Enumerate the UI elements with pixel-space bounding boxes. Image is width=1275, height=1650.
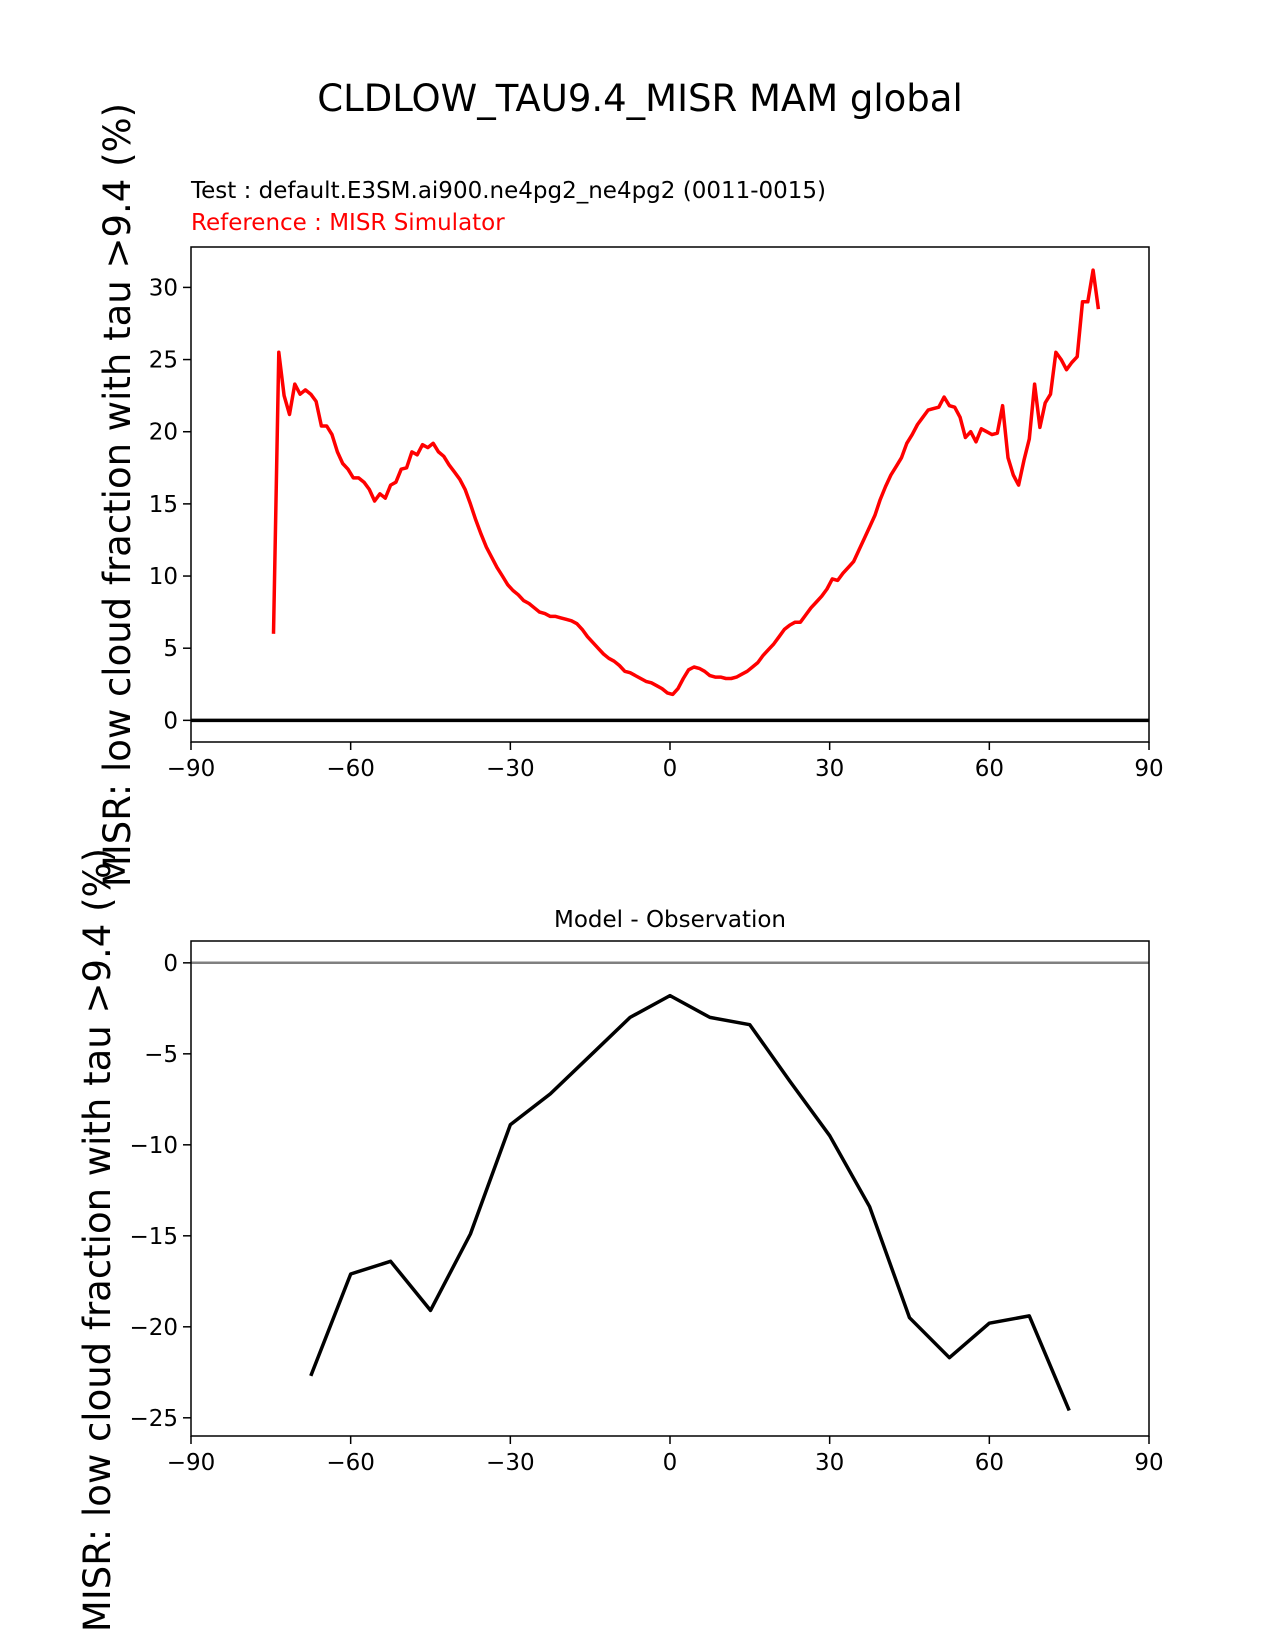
top-ticks: −90 −60 −30 0 30 60 90 0 5 10 15 20 25 30 <box>149 275 1164 782</box>
top-x-tick-label: 0 <box>663 756 678 782</box>
top-y-axis-label: MISR: low cloud fraction with tau >9.4 (… <box>96 103 139 887</box>
top-y-tick-label: 15 <box>149 492 178 518</box>
top-y-tick-label: 5 <box>163 636 178 662</box>
top-series-line <box>271 268 1101 697</box>
top-x-tick-label: 90 <box>1134 756 1163 782</box>
top-x-tick-label: −90 <box>167 756 216 782</box>
bottom-x-tick-label: 0 <box>663 1450 678 1476</box>
top-x-tick-label: −60 <box>326 756 375 782</box>
top-y-tick-label: 30 <box>149 275 178 301</box>
top-y-tick-label: 0 <box>163 708 178 734</box>
top-plot-area <box>191 268 1149 723</box>
top-x-tick-label: 30 <box>815 756 844 782</box>
bottom-y-tick-label: −25 <box>129 1406 178 1432</box>
bottom-y-tick-label: −15 <box>129 1224 178 1250</box>
bottom-ticks: −90 −60 −30 0 30 60 90 0 −5 −10 −15 −20 −25 <box>129 951 1163 1476</box>
bottom-y-axis-label: MISR: low cloud fraction with tau >9.4 (… <box>76 848 119 1632</box>
bottom-x-tick-label: −60 <box>326 1450 375 1476</box>
reference-label: Reference : MISR Simulator <box>191 210 505 236</box>
bottom-x-tick-label: 30 <box>815 1450 844 1476</box>
bottom-panel: Model - Observation −90 −60 −30 0 30 60 900−5−… <box>76 848 1164 1632</box>
bottom-x-tick-label: −30 <box>486 1450 535 1476</box>
bottom-series-line <box>309 993 1071 1412</box>
top-panel: −90 −60 −30 0 30 60 90 0 5 10 15 20 25 30 MISR: low c… <box>96 103 1164 887</box>
bottom-y-tick-label: −20 <box>129 1315 178 1341</box>
figure-title: CLDLOW_TAU9.4_MISR MAM global <box>317 77 962 120</box>
bottom-x-tick-label: 90 <box>1134 1450 1163 1476</box>
bottom-x-tick-label: 60 <box>975 1450 1004 1476</box>
bottom-y-tick-label: 0 <box>163 951 178 977</box>
bottom-chart-title: Model - Observation <box>554 907 786 933</box>
top-y-tick-label: 20 <box>149 420 178 446</box>
top-x-tick-label: −30 <box>486 756 535 782</box>
test-label: Test : default.E3SM.ai900.ne4pg2_ne4pg2 … <box>190 178 826 204</box>
top-y-tick-label: 25 <box>149 348 178 374</box>
top-x-tick-label: 60 <box>975 756 1004 782</box>
top-y-tick-label: 10 <box>149 564 178 590</box>
bottom-y-tick-label: −5 <box>144 1042 178 1068</box>
bottom-y-tick-label: −10 <box>129 1133 178 1159</box>
bottom-x-tick-label: −90 <box>167 1450 216 1476</box>
bottom-plot-area <box>191 961 1149 1412</box>
